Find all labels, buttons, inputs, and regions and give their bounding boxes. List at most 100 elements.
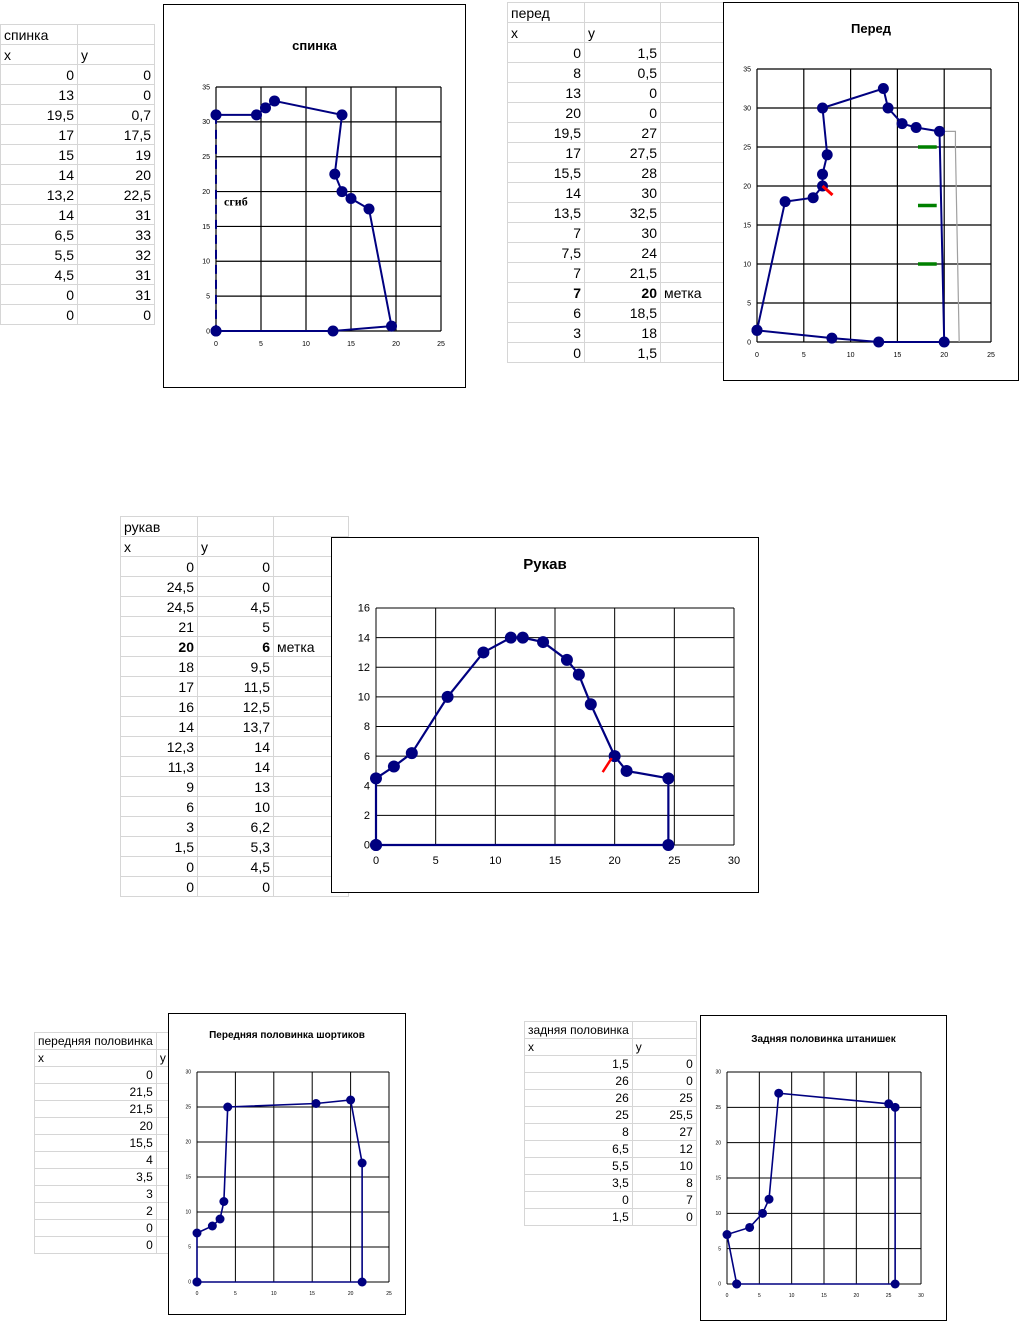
cell-x[interactable]: 3	[507, 322, 585, 343]
cell-y[interactable]: 0	[584, 82, 661, 103]
cell-x[interactable]: 0	[120, 876, 198, 897]
table-title-cell[interactable]: задняя половинка	[524, 1021, 633, 1039]
cell-x[interactable]: 4	[34, 1151, 157, 1169]
cell-x[interactable]: 4,5	[0, 264, 78, 285]
cell-x[interactable]: 14	[0, 164, 78, 185]
cell-x[interactable]: 5,5	[0, 244, 78, 265]
cell-x[interactable]: 19,5	[0, 104, 78, 125]
table-title-cell[interactable]: рукав	[120, 516, 198, 537]
cell-y[interactable]: 0	[197, 576, 274, 597]
cell-x[interactable]: 21	[120, 616, 198, 637]
cell-y[interactable]: 20	[584, 282, 661, 303]
cell-y[interactable]: 13,7	[197, 716, 274, 737]
cell-x[interactable]: 12,3	[120, 736, 198, 757]
cell-x[interactable]: 0	[120, 556, 198, 577]
cell-x[interactable]: 13,5	[507, 202, 585, 223]
cell-x[interactable]: 8	[524, 1123, 633, 1141]
empty-cell[interactable]	[197, 516, 274, 537]
cell-y[interactable]: 5,3	[197, 836, 274, 857]
cell-y[interactable]: 33	[77, 224, 155, 245]
cell-x[interactable]: 20	[34, 1117, 157, 1135]
column-header-x[interactable]: x	[524, 1038, 633, 1056]
cell-x[interactable]: 1,5	[524, 1055, 633, 1073]
cell-x[interactable]: 21,5	[34, 1100, 157, 1118]
cell-x[interactable]: 0	[34, 1236, 157, 1254]
cell-y[interactable]: 0	[631, 1208, 697, 1226]
cell-y[interactable]: 10	[197, 796, 274, 817]
cell-x[interactable]: 3,5	[34, 1168, 157, 1186]
cell-y[interactable]: 18,5	[584, 302, 661, 323]
cell-y[interactable]: 0	[77, 304, 155, 325]
cell-x[interactable]: 24,5	[120, 576, 198, 597]
cell-x[interactable]: 17	[0, 124, 78, 145]
cell-y[interactable]: 6,2	[197, 816, 274, 837]
table-title-cell[interactable]: спинка	[0, 24, 78, 45]
cell-x[interactable]: 0	[34, 1066, 157, 1084]
cell-y[interactable]: 27	[631, 1123, 697, 1141]
cell-y[interactable]: 14	[197, 736, 274, 757]
empty-cell[interactable]	[584, 2, 661, 23]
cell-y[interactable]: 19	[77, 144, 155, 165]
cell-x[interactable]: 0	[507, 342, 585, 363]
cell-y[interactable]: 17,5	[77, 124, 155, 145]
cell-y[interactable]: 7	[631, 1191, 697, 1209]
cell-x[interactable]: 7	[507, 282, 585, 303]
cell-x[interactable]: 9	[120, 776, 198, 797]
cell-y[interactable]: 0	[631, 1055, 697, 1073]
cell-y[interactable]: 0	[77, 84, 155, 105]
cell-x[interactable]: 20	[507, 102, 585, 123]
column-header-y[interactable]: y	[77, 44, 155, 65]
cell-x[interactable]: 13,2	[0, 184, 78, 205]
column-header-x[interactable]: x	[34, 1049, 157, 1067]
cell-y[interactable]: 5	[197, 616, 274, 637]
cell-y[interactable]: 18	[584, 322, 661, 343]
cell-x[interactable]: 0	[120, 856, 198, 877]
cell-x[interactable]: 15,5	[34, 1134, 157, 1152]
cell-x[interactable]: 15,5	[507, 162, 585, 183]
cell-x[interactable]: 21,5	[34, 1083, 157, 1101]
cell-x[interactable]: 0	[524, 1191, 633, 1209]
cell-y[interactable]: 8	[631, 1174, 697, 1192]
cell-y[interactable]: 0	[584, 102, 661, 123]
cell-x[interactable]: 5,5	[524, 1157, 633, 1175]
cell-y[interactable]: 27,5	[584, 142, 661, 163]
cell-x[interactable]: 24,5	[120, 596, 198, 617]
cell-y[interactable]: 25	[631, 1089, 697, 1107]
cell-y[interactable]: 0	[631, 1072, 697, 1090]
cell-y[interactable]: 27	[584, 122, 661, 143]
column-header-y[interactable]: y	[197, 536, 274, 557]
table-title-cell[interactable]: передняя половинка	[34, 1032, 157, 1050]
cell-x[interactable]: 26	[524, 1072, 633, 1090]
empty-cell[interactable]	[631, 1021, 697, 1039]
cell-x[interactable]: 14	[0, 204, 78, 225]
cell-y[interactable]: 32,5	[584, 202, 661, 223]
cell-y[interactable]: 30	[584, 222, 661, 243]
cell-x[interactable]: 14	[120, 716, 198, 737]
cell-x[interactable]: 6,5	[0, 224, 78, 245]
cell-y[interactable]: 9,5	[197, 656, 274, 677]
cell-y[interactable]: 0	[197, 876, 274, 897]
cell-x[interactable]: 3,5	[524, 1174, 633, 1192]
cell-x[interactable]: 20	[120, 636, 198, 657]
cell-y[interactable]: 31	[77, 204, 155, 225]
cell-x[interactable]: 3	[120, 816, 198, 837]
empty-cell[interactable]	[77, 24, 155, 45]
cell-x[interactable]: 0	[34, 1219, 157, 1237]
cell-x[interactable]: 6	[507, 302, 585, 323]
cell-x[interactable]: 18	[120, 656, 198, 677]
cell-y[interactable]: 28	[584, 162, 661, 183]
column-header-y[interactable]: y	[631, 1038, 697, 1056]
cell-x[interactable]: 1,5	[120, 836, 198, 857]
cell-x[interactable]: 6	[120, 796, 198, 817]
mark-label[interactable]: метка	[660, 282, 736, 303]
cell-y[interactable]: 30	[584, 182, 661, 203]
cell-x[interactable]: 26	[524, 1089, 633, 1107]
cell-x[interactable]: 2	[34, 1202, 157, 1220]
cell-x[interactable]: 0	[507, 42, 585, 63]
cell-y[interactable]: 31	[77, 284, 155, 305]
cell-x[interactable]: 13	[0, 84, 78, 105]
cell-x[interactable]: 17	[507, 142, 585, 163]
cell-x[interactable]: 0	[0, 64, 78, 85]
cell-y[interactable]: 0	[77, 64, 155, 85]
cell-y[interactable]: 24	[584, 242, 661, 263]
